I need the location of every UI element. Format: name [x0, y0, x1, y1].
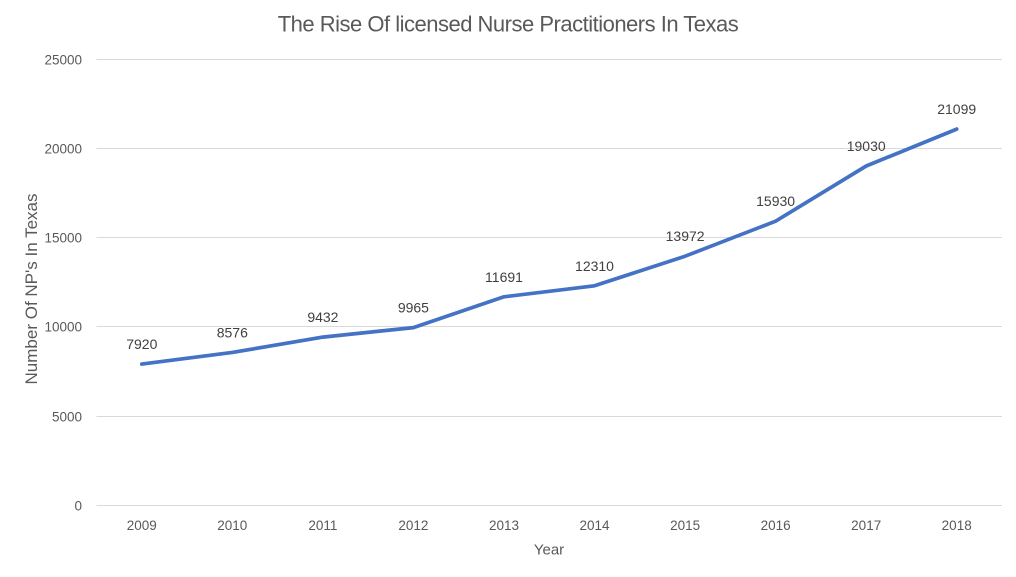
svg-text:21099: 21099 — [937, 101, 976, 117]
svg-text:2010: 2010 — [217, 518, 247, 533]
svg-text:5000: 5000 — [52, 409, 82, 424]
svg-text:2018: 2018 — [942, 518, 972, 533]
svg-text:19030: 19030 — [847, 138, 886, 154]
svg-text:25000: 25000 — [44, 52, 82, 67]
svg-text:2011: 2011 — [308, 518, 337, 533]
svg-text:8576: 8576 — [217, 324, 248, 340]
svg-text:9965: 9965 — [398, 300, 429, 316]
svg-text:Number Of NP's In Texas: Number Of NP's In Texas — [22, 194, 41, 385]
svg-text:2016: 2016 — [761, 518, 791, 533]
svg-text:13972: 13972 — [666, 228, 705, 244]
svg-text:9432: 9432 — [307, 309, 338, 325]
svg-text:2014: 2014 — [579, 518, 610, 533]
svg-text:Year: Year — [534, 542, 564, 559]
svg-text:7920: 7920 — [126, 336, 157, 352]
svg-text:2015: 2015 — [670, 518, 700, 533]
svg-text:2009: 2009 — [127, 518, 157, 533]
svg-text:20000: 20000 — [44, 141, 82, 156]
svg-text:0: 0 — [74, 498, 82, 513]
svg-text:2013: 2013 — [489, 518, 519, 533]
svg-text:2012: 2012 — [398, 518, 428, 533]
svg-text:2017: 2017 — [851, 518, 881, 533]
svg-text:11691: 11691 — [485, 269, 523, 285]
svg-text:12310: 12310 — [575, 258, 614, 274]
svg-text:The Rise Of licensed Nurse Pra: The Rise Of licensed Nurse Practitioners… — [278, 12, 739, 37]
svg-text:10000: 10000 — [44, 319, 82, 334]
svg-text:15930: 15930 — [756, 193, 795, 209]
svg-text:15000: 15000 — [44, 230, 82, 245]
